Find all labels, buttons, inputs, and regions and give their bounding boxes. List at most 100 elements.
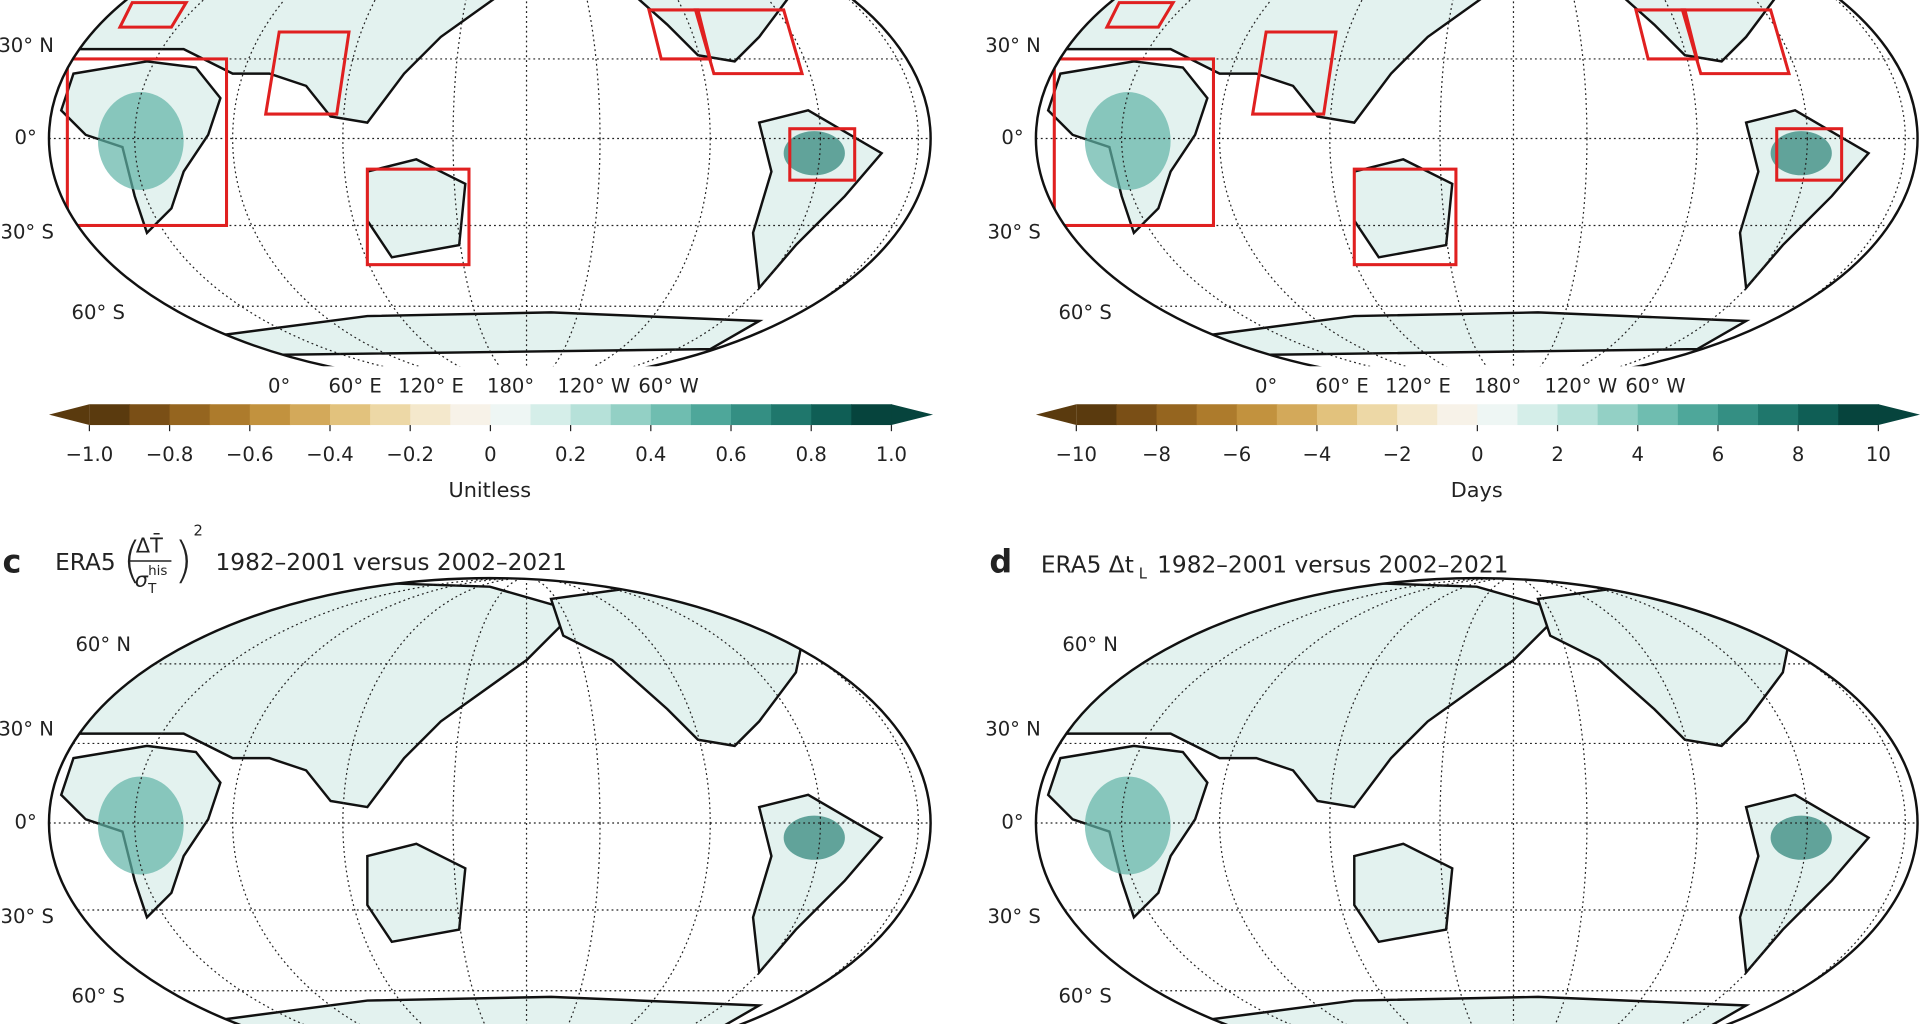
map-body bbox=[1035, 578, 1918, 1024]
lon-label: 180° bbox=[487, 375, 534, 398]
panel-letter: c bbox=[2, 542, 21, 580]
map bbox=[1034, 576, 1919, 1024]
colorbar-segment bbox=[1477, 404, 1519, 426]
colorbar-segment bbox=[249, 404, 291, 426]
lon-label: 0° bbox=[268, 375, 290, 398]
colorbar-segment bbox=[450, 404, 492, 426]
colorbar-tick-label: −1.0 bbox=[66, 443, 114, 466]
map-body bbox=[1035, 0, 1918, 384]
lat-label: 60° S bbox=[72, 984, 125, 1007]
colorbar-tick-label: 0.6 bbox=[715, 443, 746, 466]
lat-label: 60° N bbox=[1062, 633, 1118, 656]
colorbar-segment bbox=[530, 404, 572, 426]
colorbar-segment bbox=[490, 404, 532, 426]
lat-label: 30° S bbox=[1, 220, 54, 243]
lat-label: 30° S bbox=[987, 905, 1040, 928]
lat-label: 0° bbox=[1001, 126, 1023, 149]
colorbar-segment bbox=[129, 404, 171, 426]
colorbar-tick-label: 0.2 bbox=[555, 443, 586, 466]
colorbar-segment bbox=[1437, 404, 1478, 426]
colorbar-extend bbox=[48, 404, 90, 426]
lon-label: 0° bbox=[1255, 375, 1277, 398]
colorbar-extend bbox=[1035, 404, 1077, 426]
colorbar-segment bbox=[1838, 404, 1879, 426]
meridian bbox=[1121, 578, 1906, 1024]
lat-label: 60° S bbox=[1058, 301, 1111, 324]
colorbar-tick-label: 0.8 bbox=[796, 443, 827, 466]
colorbar-segment bbox=[731, 404, 772, 426]
colorbar-segment bbox=[610, 404, 652, 426]
title-numerator: ΔT̄ bbox=[136, 532, 163, 557]
lon-label: 120° E bbox=[398, 375, 464, 398]
meridian bbox=[342, 578, 711, 1024]
colorbar-segment bbox=[1196, 404, 1238, 426]
lat-label: 60° N bbox=[75, 633, 131, 656]
lon-label: 180° bbox=[1474, 375, 1521, 398]
map-outline bbox=[1034, 576, 1919, 1024]
maps bbox=[47, 0, 1919, 1024]
colorbar-segment bbox=[330, 404, 371, 426]
title-denominator: σ bbox=[135, 568, 149, 592]
paren: ) bbox=[174, 532, 193, 589]
colorbar-segment bbox=[1276, 404, 1318, 426]
title-denominator-sub: T bbox=[147, 582, 157, 597]
title-prefix: ERA5 bbox=[55, 549, 116, 576]
lat-label: 0° bbox=[1001, 811, 1023, 834]
lon-label: 120° W bbox=[1544, 375, 1617, 398]
lon-label: 120° W bbox=[558, 375, 631, 398]
labels: 30° N 0° 30° S 60° S 0° 60° E 120° E 180° 120° W… bbox=[0, 34, 1920, 1007]
colorbar-segment bbox=[1758, 404, 1799, 426]
map-body bbox=[48, 578, 931, 1024]
meridian bbox=[452, 578, 601, 1024]
colorbar-tick-label: −10 bbox=[1056, 443, 1097, 466]
colorbar-tick-label: −0.8 bbox=[146, 443, 194, 466]
land bbox=[48, 579, 883, 1024]
title-suffix: 1982–2001 versus 2002–2021 bbox=[216, 549, 567, 576]
map bbox=[47, 576, 932, 1024]
meridian bbox=[1218, 0, 1808, 384]
lat-label: 0° bbox=[14, 811, 36, 834]
colorbar-tick-label: 1.0 bbox=[876, 443, 907, 466]
colorbar-tick-label: −0.2 bbox=[386, 443, 434, 466]
map-body bbox=[48, 0, 931, 384]
colorbar-segment bbox=[1557, 404, 1599, 426]
meridian bbox=[1439, 0, 1588, 384]
land bbox=[48, 0, 883, 357]
colorbar-segment bbox=[851, 404, 893, 426]
colorbar-tick-label: −4 bbox=[1303, 443, 1332, 466]
title-denominator-sup: his bbox=[148, 564, 167, 579]
title-subscript: L bbox=[1139, 565, 1148, 582]
colorbar-segment bbox=[1517, 404, 1559, 426]
colorbar-segment bbox=[370, 404, 411, 426]
lat-label: 60° S bbox=[1058, 984, 1111, 1007]
title-prefix: ERA5 Δt bbox=[1041, 551, 1134, 578]
colorbar-segment bbox=[89, 404, 131, 426]
colorbar-segment bbox=[570, 404, 612, 426]
mask bbox=[0, 366, 1920, 538]
colorbar-segment bbox=[1076, 404, 1118, 426]
colorbar-tick-label: −0.6 bbox=[226, 443, 274, 466]
meridian bbox=[134, 578, 919, 1024]
colorbar-segment bbox=[1397, 404, 1438, 426]
lon-label: 60° E bbox=[1315, 375, 1368, 398]
colorbar-tick-label: 0 bbox=[1471, 443, 1483, 466]
map bbox=[47, 0, 932, 385]
meridian bbox=[232, 578, 822, 1024]
colorbar-segment bbox=[1717, 404, 1759, 426]
colorbar-tick-label: 0.4 bbox=[635, 443, 666, 466]
colorbar-segment bbox=[1116, 404, 1158, 426]
meridian bbox=[342, 0, 711, 384]
meridian bbox=[1121, 0, 1906, 384]
colorbar-tick-label: 10 bbox=[1866, 443, 1891, 466]
colorbar-segment bbox=[811, 404, 852, 426]
colorbar-segment bbox=[410, 404, 451, 426]
colorbar-tick-label: −0.4 bbox=[306, 443, 354, 466]
map bbox=[1034, 0, 1919, 385]
lon-label: 60° E bbox=[328, 375, 381, 398]
colorbar-extend bbox=[891, 404, 934, 426]
colorbar-tick-label: −2 bbox=[1383, 443, 1412, 466]
lat-label: 30° S bbox=[1, 905, 54, 928]
meridian bbox=[1329, 0, 1698, 384]
colorbar-tick-label: 4 bbox=[1632, 443, 1644, 466]
